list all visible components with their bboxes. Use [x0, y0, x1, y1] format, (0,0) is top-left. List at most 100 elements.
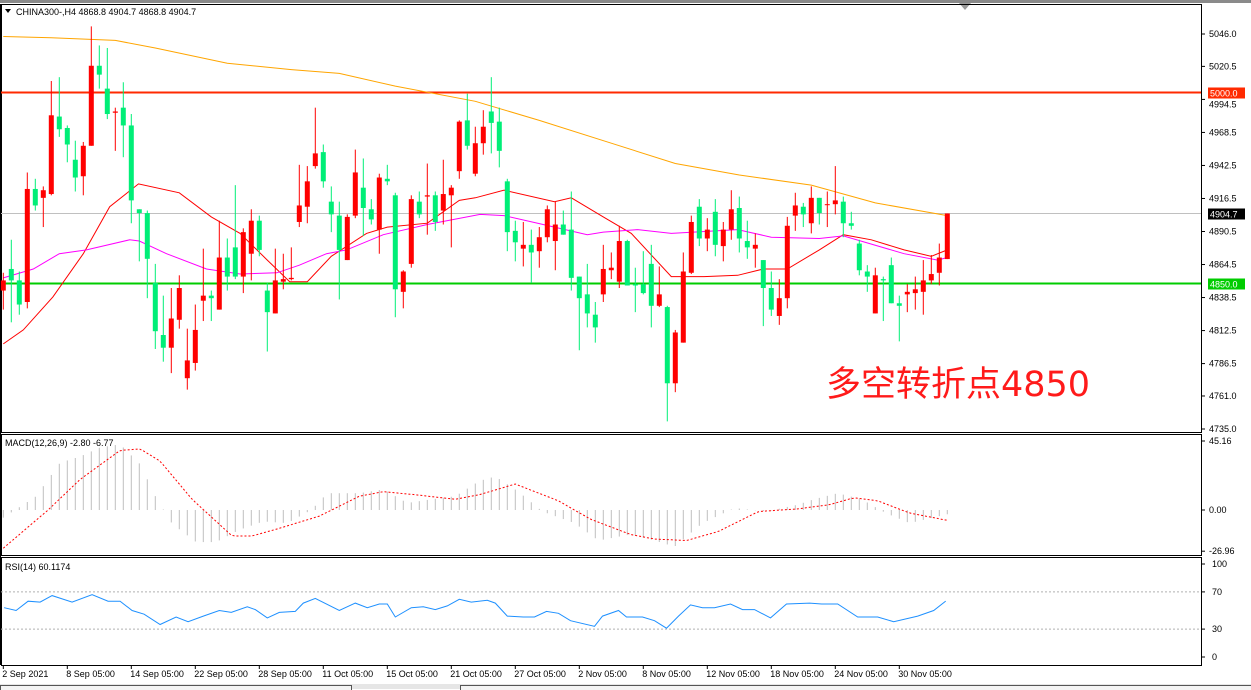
bottom-tab[interactable]: [0, 685, 352, 690]
price-badge: [1208, 87, 1245, 99]
candle-bullish: [672, 329, 678, 393]
candle-bullish: [680, 252, 686, 343]
candle-bearish: [120, 82, 126, 158]
candle-bullish: [80, 141, 86, 196]
candle-bearish: [152, 263, 158, 349]
candle-bearish: [232, 185, 238, 280]
time-tick-label: 2 Nov 05:00: [578, 669, 627, 679]
candle-bullish: [440, 159, 446, 225]
chart-shift-marker-icon[interactable]: [959, 3, 971, 10]
candle-bearish: [888, 257, 894, 304]
macd-signal-line: [2, 448, 948, 549]
candle-bearish: [576, 276, 582, 351]
candle-body: [472, 143, 478, 174]
candle-body: [152, 282, 158, 332]
time-tick-label: 30 Nov 05:00: [898, 669, 952, 679]
bottom-tab[interactable]: [460, 685, 1251, 690]
candle-body: [456, 121, 462, 172]
candle-bearish: [760, 260, 766, 327]
candle-bearish: [848, 211, 854, 230]
candle-body: [840, 201, 846, 224]
candle-body: [336, 215, 342, 250]
candle-bearish: [136, 209, 142, 262]
candle-bearish: [328, 186, 334, 233]
macd-label: MACD(12,26,9) -2.80 -6.77: [5, 438, 114, 448]
candle-body: [128, 125, 134, 201]
candle-body: [240, 232, 246, 277]
candle-body: [904, 291, 910, 295]
candle-body: [616, 241, 622, 282]
candle-bullish: [720, 221, 726, 262]
macd-panel: [1, 434, 1202, 556]
rsi-tick-label: 70: [1212, 587, 1222, 597]
candle-bullish: [656, 266, 662, 308]
candle-body: [384, 178, 390, 182]
candle-bullish: [472, 126, 478, 177]
candle-bullish: [272, 248, 278, 314]
candle-body: [216, 257, 222, 310]
candle-body: [832, 200, 838, 205]
candle-body: [528, 244, 534, 253]
candle-body: [544, 209, 550, 238]
ma-fast-line: [3, 183, 948, 345]
candle-bullish: [200, 248, 206, 322]
candle-bearish: [696, 199, 702, 247]
candle-body: [288, 277, 294, 280]
rsi-tick-label: 0: [1212, 652, 1217, 662]
price-tick-label: 4890.5: [1209, 227, 1237, 237]
candle-body: [32, 188, 38, 206]
price-tick-label: 4812.5: [1209, 326, 1237, 336]
candle-bearish: [432, 191, 438, 231]
candle-body: [632, 284, 638, 286]
candle-bearish: [624, 239, 630, 286]
candle-bearish: [864, 265, 870, 292]
candle-bearish: [160, 295, 166, 362]
candle-body: [448, 187, 454, 196]
collapse-triangle-icon[interactable]: [5, 9, 11, 13]
candle-bearish: [816, 197, 822, 225]
time-tick-label: 15 Oct 05:00: [386, 669, 438, 679]
candle-body: [40, 190, 46, 198]
candle-bullish: [944, 213, 950, 260]
candle-bullish: [928, 254, 934, 285]
candle-bullish: [24, 172, 30, 309]
candle-bearish: [128, 114, 134, 224]
candle-bearish: [464, 93, 470, 150]
candle-body: [896, 303, 902, 306]
candle-bearish: [712, 199, 718, 257]
candle-body: [760, 260, 766, 289]
candle-body: [424, 195, 430, 197]
candle-body: [400, 271, 406, 292]
candle-body: [256, 220, 262, 250]
candle-body: [176, 288, 182, 320]
candle-body: [824, 204, 830, 206]
candle-bearish: [632, 267, 638, 313]
price-badge-label: 4850.0: [1210, 280, 1238, 290]
candle-body: [768, 288, 774, 310]
candle-body: [368, 209, 374, 220]
candle-bearish: [392, 192, 398, 318]
candle-bullish: [296, 164, 302, 228]
candle-body: [784, 225, 790, 299]
candle-body: [520, 244, 526, 249]
price-tick-label: 4786.5: [1209, 359, 1237, 369]
candle-body: [0, 280, 6, 291]
candle-bearish: [64, 125, 70, 163]
candle-bullish: [48, 80, 54, 196]
candle-bullish: [904, 284, 910, 313]
symbol-info: CHINA300-,H4 4868.8 4904.7 4868.8 4904.7: [16, 7, 196, 17]
candle-bearish: [104, 47, 110, 120]
time-tick-label: 2 Sep 2021: [2, 669, 48, 679]
candle-bearish: [528, 229, 534, 283]
candle-body: [192, 329, 198, 363]
candle-bearish: [96, 45, 102, 89]
candle-body: [656, 294, 662, 306]
candle-bearish: [208, 290, 214, 322]
candle-bearish: [384, 164, 390, 186]
candle-bearish: [800, 202, 806, 228]
candle-bearish: [264, 282, 270, 352]
candle-body: [416, 201, 422, 215]
candle-body: [888, 265, 894, 304]
candle-body: [680, 271, 686, 343]
